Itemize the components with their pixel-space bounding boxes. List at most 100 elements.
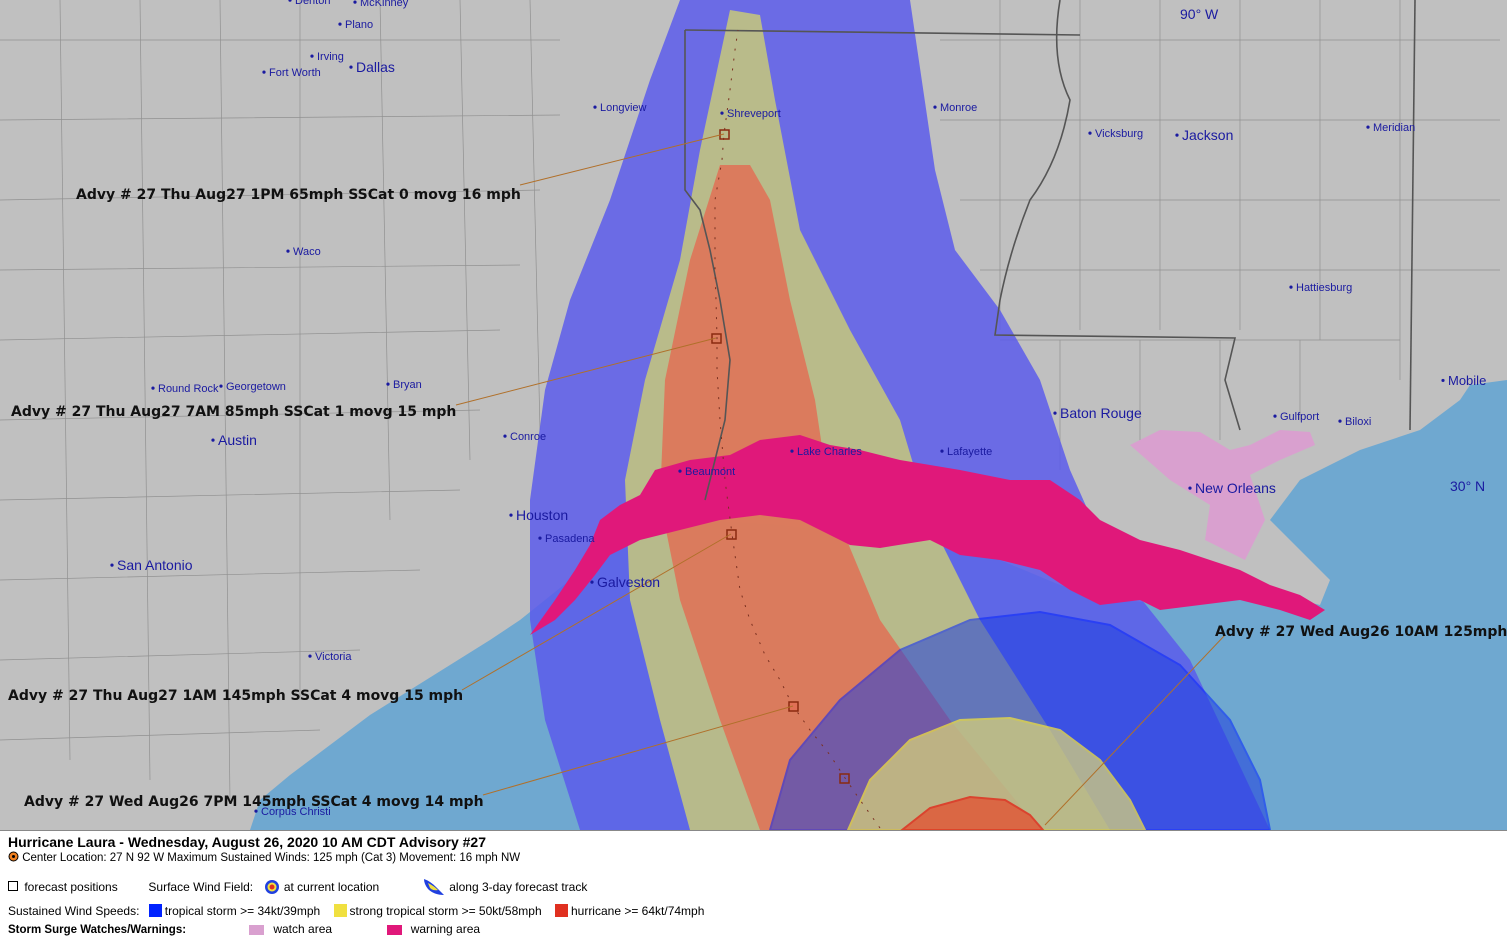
city-dot (678, 469, 682, 473)
city-dot (151, 386, 155, 390)
storm-surge-warning-area (530, 435, 1325, 635)
city-label: Corpus Christi (261, 806, 331, 818)
city-dot (308, 654, 312, 658)
center-location-text: Center Location: 27 N 92 W Maximum Susta… (22, 852, 521, 864)
city-label: Pasadena (545, 533, 595, 545)
forecast-position-marker (726, 529, 737, 540)
city-dot (310, 54, 314, 58)
city-label: Monroe (940, 102, 977, 114)
city-label: Lake Charles (797, 446, 862, 458)
storm-surge-watch-area (1130, 430, 1315, 560)
forecast-position-marker (839, 773, 850, 784)
forecast-label-aug26-10am: Advy # 27 Wed Aug26 10AM 125mph (1215, 624, 1507, 640)
ts-label: tropical storm >= 34kt/39mph (164, 904, 321, 918)
watch-label: watch area (273, 922, 333, 936)
city-label: Georgetown (226, 381, 286, 393)
forecast-position-marker (711, 333, 722, 344)
city-dot (349, 65, 353, 69)
forecast-positions-label: forecast positions (24, 880, 118, 894)
surface-wind-field-label: Surface Wind Field: (148, 880, 254, 894)
city-label: McKinney (360, 0, 409, 9)
ts-swatch (148, 904, 162, 917)
hu-label: hurricane >= 64kt/74mph (570, 904, 705, 918)
forecast-label-aug26-7pm: Advy # 27 Wed Aug26 7PM 145mph SSCat 4 m… (24, 794, 484, 810)
city-dot (254, 809, 258, 813)
city-dot (1175, 133, 1179, 137)
city-dot (593, 105, 597, 109)
watch-swatch (249, 925, 265, 935)
city-label: Vicksburg (1095, 128, 1143, 140)
city-dot (110, 563, 114, 567)
city-dot (790, 449, 794, 453)
city-label: Bryan (393, 379, 422, 391)
strong-tropical-storm-wind-field (846, 716, 1147, 830)
city-label: Conroe (510, 431, 546, 443)
city-label: Mobile (1448, 373, 1486, 388)
city-dot (940, 449, 944, 453)
city-label: Plano (345, 19, 373, 31)
forecast-cone-inner (660, 165, 1040, 830)
state-borders (684, 0, 1416, 501)
city-label: Beaumont (685, 466, 735, 478)
at-current-location-label: at current location (283, 880, 380, 894)
city-dot (1273, 414, 1277, 418)
city-label: Hattiesburg (1296, 282, 1352, 294)
map-legend: Hurricane Laura - Wednesday, August 26, … (0, 830, 1507, 941)
current-center-icon (8, 851, 19, 862)
city-label: Austin (218, 432, 257, 448)
city-label: Denton (295, 0, 330, 7)
city-label: Gulfport (1280, 411, 1319, 423)
hu-swatch (554, 904, 568, 917)
legend-row-winds: Sustained Wind Speeds: tropical storm >=… (8, 904, 704, 918)
county-grid (0, 0, 1500, 801)
city-dot (386, 382, 390, 386)
warning-label: warning area (410, 922, 481, 936)
city-dot (1053, 411, 1057, 415)
city-dot (353, 0, 357, 4)
city-dot (1188, 486, 1192, 490)
city-dot (211, 438, 215, 442)
city-dot (288, 0, 292, 2)
legend-row-positions: forecast positions Surface Wind Field: a… (8, 877, 587, 897)
city-label: Irving (317, 51, 344, 63)
city-dot (219, 384, 223, 388)
city-dot (503, 434, 507, 438)
city-label: Meridian (1373, 122, 1415, 134)
city-label: Lafayette (947, 446, 992, 458)
advisory-title: Hurricane Laura - Wednesday, August 26, … (8, 834, 486, 850)
sts-swatch (333, 904, 347, 917)
city-labels: Denton McKinney Plano Irving Dallas Fort Wort… (110, 0, 1486, 818)
lon-grid-label: 90° W (1180, 6, 1219, 22)
city-dot (1366, 125, 1370, 129)
city-dot (1441, 378, 1445, 383)
city-label: Jackson (1182, 127, 1233, 143)
lat-grid-label: 30° N (1450, 478, 1485, 494)
sustained-winds-label: Sustained Wind Speeds: (8, 904, 140, 918)
city-label: Victoria (315, 651, 352, 663)
wind-field-current-icon (265, 880, 280, 894)
forecast-label-aug27-7am: Advy # 27 Thu Aug27 7AM 85mph SSCat 1 mo… (11, 404, 456, 420)
label-leader-lines (455, 133, 1226, 826)
city-dot (286, 249, 290, 253)
sts-label: strong tropical storm >= 50kt/58mph (349, 904, 542, 918)
city-dot (338, 22, 342, 26)
city-dot (1338, 419, 1342, 423)
city-label: Round Rock (158, 383, 219, 395)
forecast-position-icon (8, 881, 18, 891)
legend-row-surge: Storm Surge Watches/Warnings: watch area… (8, 922, 480, 936)
warning-swatch (386, 925, 402, 935)
city-label: New Orleans (1195, 480, 1276, 496)
wind-field-track-icon (423, 879, 444, 895)
city-label: Waco (293, 246, 321, 258)
city-label: Galveston (597, 574, 660, 590)
center-location-line: Center Location: 27 N 92 W Maximum Susta… (8, 851, 520, 864)
city-dot (538, 536, 542, 540)
city-dot (262, 70, 266, 74)
city-label: Shreveport (727, 108, 781, 120)
city-label: Biloxi (1345, 416, 1371, 428)
city-dot (1289, 285, 1293, 289)
city-label: Baton Rouge (1060, 405, 1142, 421)
city-dot (720, 111, 724, 115)
city-dot (590, 580, 594, 584)
hurricane-wind-field (900, 795, 1045, 830)
